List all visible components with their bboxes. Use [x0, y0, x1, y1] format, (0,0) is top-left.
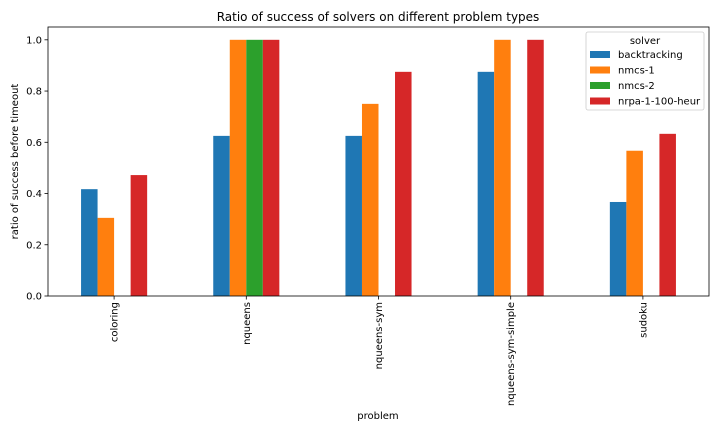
bar-nrpa-1-100-heur-nqueens-sym-simple — [527, 39, 544, 297]
x-tick-label: nqueens-sym-simple — [506, 302, 517, 406]
bar-backtracking-nqueens — [213, 135, 230, 296]
x-axis-label: problem — [357, 411, 398, 422]
x-tick-label: nqueens-sym — [374, 302, 385, 369]
x-tick-label: coloring — [110, 302, 121, 342]
bar-backtracking-nqueens-sym-simple — [477, 71, 495, 296]
y-axis-label: ratio of success before timeout — [10, 84, 21, 240]
legend-label-nrpa-1-100-heur: nrpa-1-100-heur — [618, 97, 701, 108]
y-tick-label: 0.0 — [26, 292, 42, 303]
legend-swatch-backtracking — [590, 51, 610, 58]
bar-backtracking-nqueens-sym — [345, 135, 362, 296]
bar-nmcs-1-nqueens — [229, 39, 247, 297]
bar-nrpa-1-100-heur-coloring — [130, 175, 148, 296]
y-tick-label: 0.8 — [26, 87, 42, 98]
bar-nrpa-1-100-heur-nqueens — [262, 39, 280, 297]
y-tick-label: 1.0 — [26, 35, 42, 46]
legend-swatch-nrpa-1-100-heur — [590, 97, 610, 105]
legend-swatch-nmcs-1 — [590, 66, 610, 74]
bar-backtracking-coloring — [81, 189, 98, 296]
legend-label-nmcs-2: nmcs-2 — [618, 81, 655, 92]
y-tick-label: 0.4 — [26, 189, 42, 200]
x-tick-label: sudoku — [638, 302, 649, 338]
x-axis: coloring nqueens nqueens-sym nqueens-sym-si… — [110, 296, 649, 406]
bar-nmcs-1-nqueens-sym — [361, 103, 379, 296]
bar-nrpa-1-100-heur-nqueens-sym — [395, 71, 412, 296]
legend-swatch-nmcs-2 — [590, 82, 610, 89]
y-tick-label: 0.2 — [26, 240, 42, 251]
bar-nmcs-1-coloring — [97, 217, 115, 296]
x-tick-label: nqueens — [242, 302, 253, 345]
legend-label-backtracking: backtracking — [618, 50, 683, 61]
bar-nmcs-1-sudoku — [626, 150, 643, 296]
bar-nmcs-2-nqueens — [246, 39, 263, 297]
legend: solver backtracking nmcs-1 nmcs-2 nrpa-1-10… — [585, 31, 705, 111]
legend-label-nmcs-1: nmcs-1 — [618, 66, 655, 77]
legend-items: backtracking nmcs-1 nmcs-2 nrpa-1-100-heur — [590, 50, 701, 108]
bar-backtracking-sudoku — [609, 201, 627, 296]
legend-title: solver — [630, 36, 661, 47]
bars-layer — [81, 39, 676, 297]
y-axis: 0.0 0.2 0.4 0.6 0.8 1.0 — [26, 35, 48, 303]
legend-frame — [585, 31, 705, 111]
bar-nmcs-1-nqueens-sym-simple — [494, 39, 511, 297]
y-tick-label: 0.6 — [26, 138, 42, 149]
chart-title: Ratio of success of solvers on different… — [217, 10, 540, 24]
bar-nrpa-1-100-heur-sudoku — [659, 133, 676, 296]
